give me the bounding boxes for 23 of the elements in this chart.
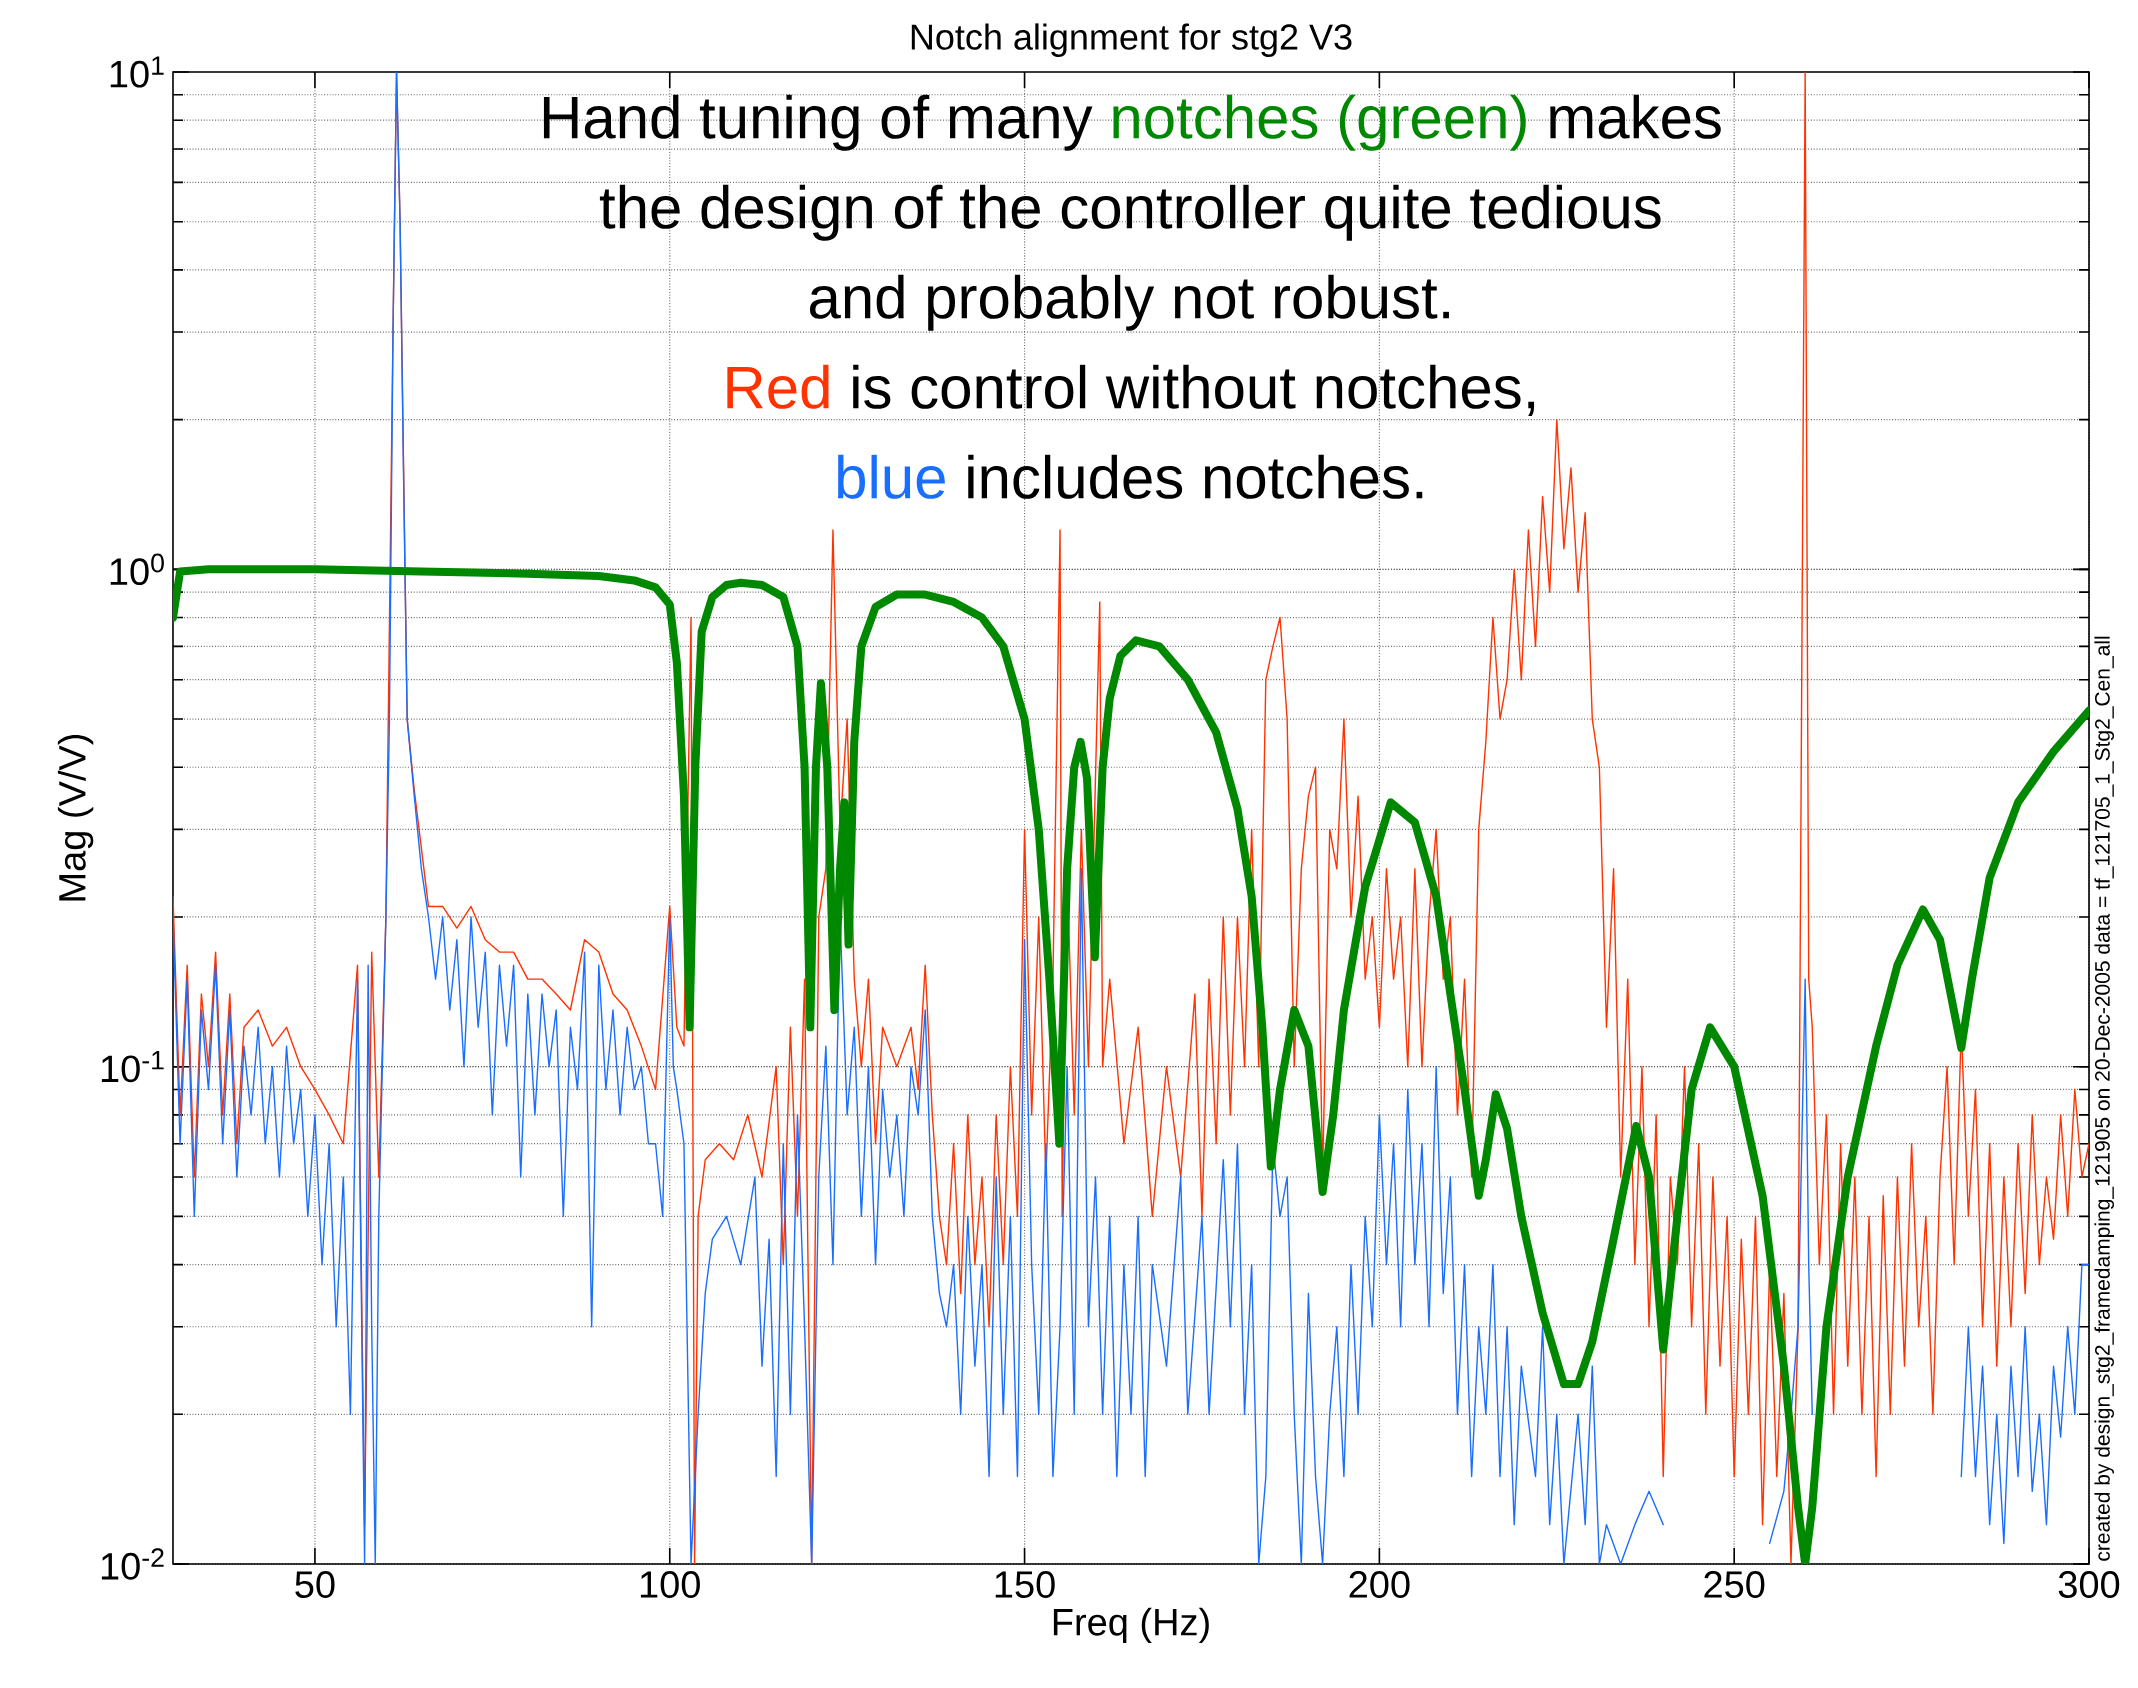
x-tick-label: 250 (1704, 1571, 1765, 1598)
annotation: the design of the controller quite tedious (599, 184, 1661, 241)
x-tick-label: 50 (295, 1571, 335, 1598)
annotation: includes notches. (968, 454, 1423, 499)
text: created by design_stg2_framedamping_121905 on 20-Dec-2005 data = tf_121705_1_Stg2_Cen_all (2094, 636, 2114, 1561)
y-tick-label: 10$^{-2}$ (101, 1548, 164, 1580)
x-axis-title: Freq (Hz) (1053, 1607, 1209, 1644)
annotation: blue (837, 454, 945, 499)
x-tick-label: 100 (640, 1571, 700, 1598)
y-tick-label: 10$^{1}$ (110, 56, 164, 88)
annotation: notches (green) (1113, 94, 1526, 151)
y-axis-title: Mag (V/V) (57, 734, 94, 901)
y-tick-label: 10$^{-1}$ (101, 1051, 164, 1083)
annotation: makes (1550, 94, 1721, 139)
x-tick-label: 150 (995, 1571, 1055, 1598)
y-tick-label: 10$^{0}$ (110, 553, 164, 586)
annotation: is control without notches, (853, 364, 1535, 416)
chart-title: Notch alignment for stg2 V3 (911, 23, 1352, 57)
annotation: Hand tuning of many (543, 94, 1093, 151)
annotation: Red (727, 364, 829, 409)
x-tick-label: 300 (2058, 1571, 2120, 1598)
annotation: and probably not robust. (809, 274, 1449, 331)
x-tick-label: 200 (1349, 1571, 1410, 1598)
